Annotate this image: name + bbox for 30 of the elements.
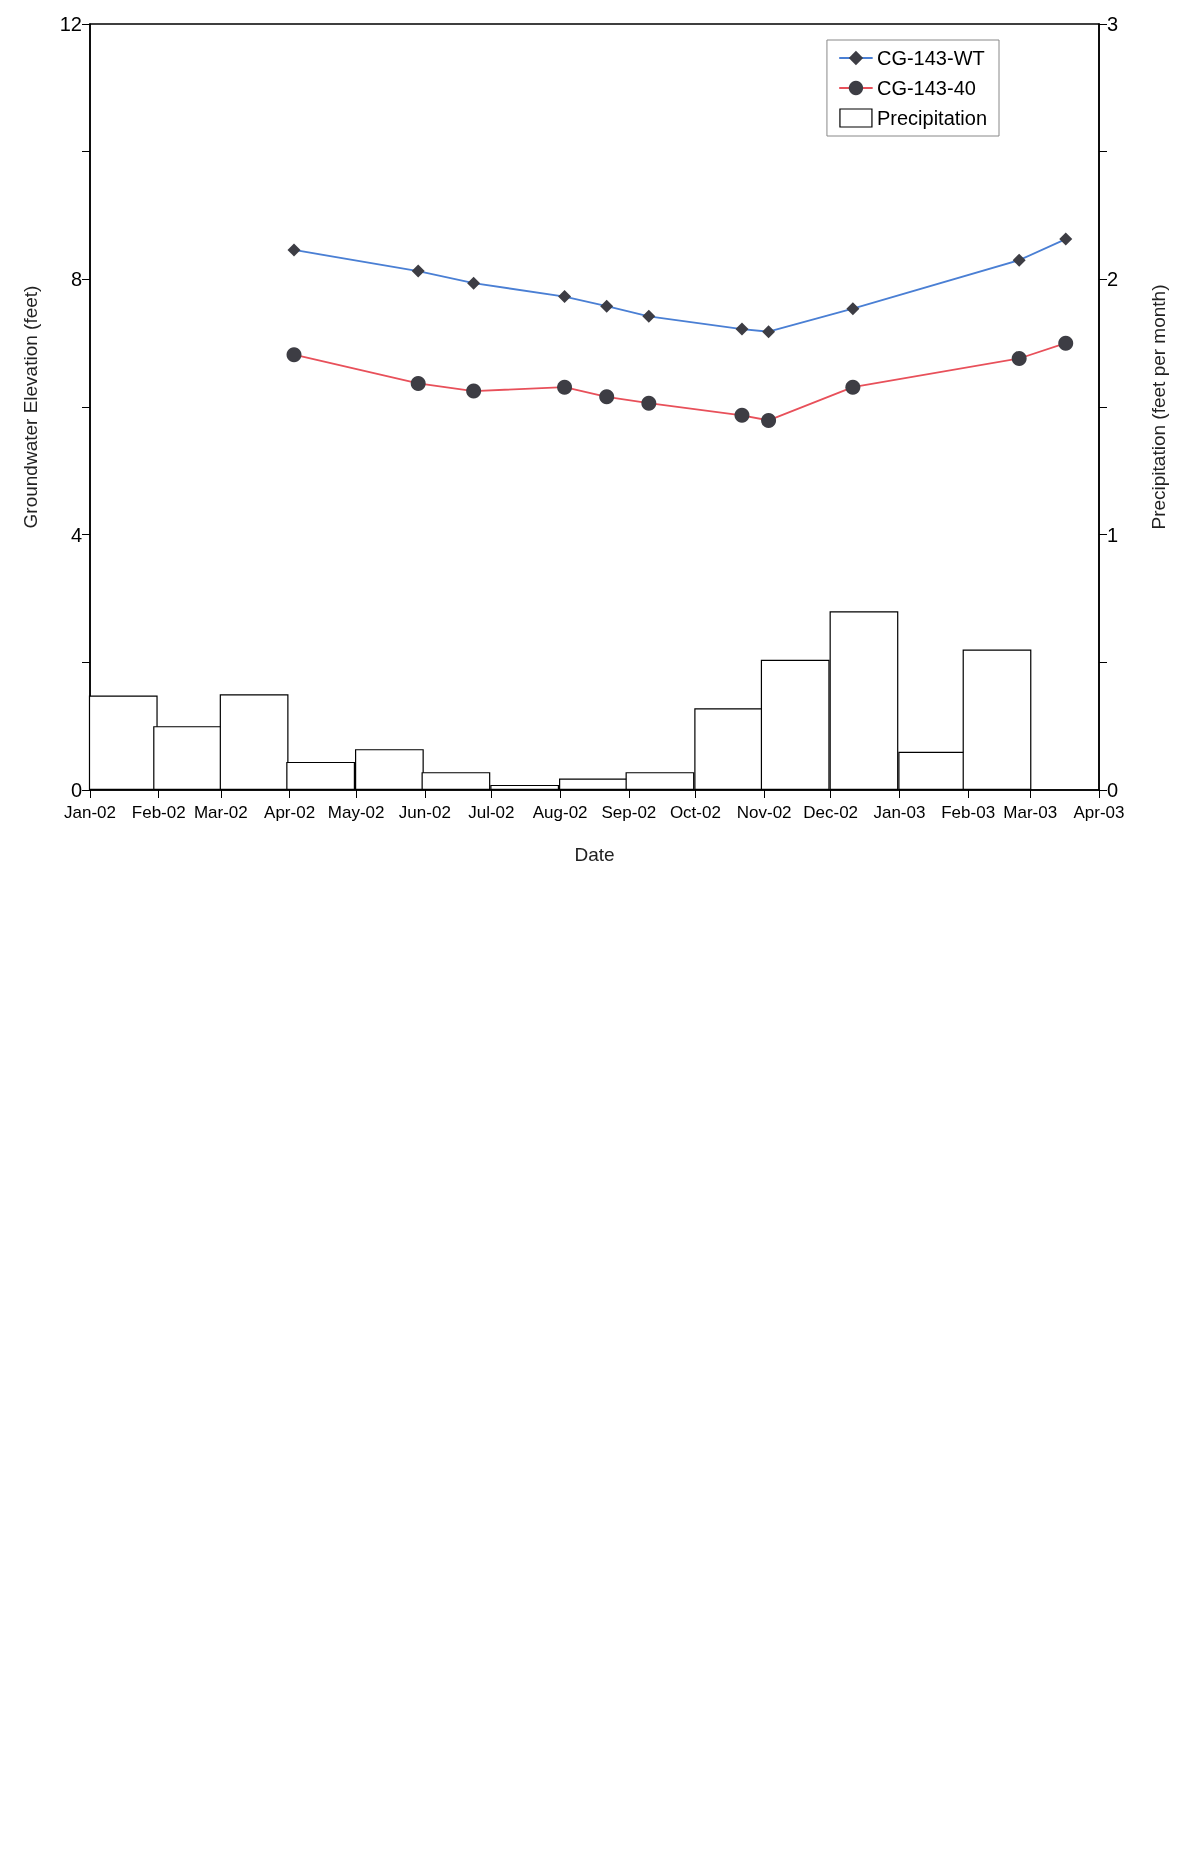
x-tick-label: Oct-02 <box>669 803 721 822</box>
x-tick-label: Mar-03 <box>1003 803 1058 822</box>
y-tick-label: 12 <box>59 13 82 35</box>
x-tick-label: Apr-02 <box>264 803 316 822</box>
y-tick-label: 4 <box>70 523 82 546</box>
x-tick-label: Aug-02 <box>532 803 588 822</box>
legend-label: CG-143-40 <box>876 77 976 99</box>
x-axis-title: Date <box>574 844 615 865</box>
x-tick-label: Feb-02 <box>131 803 186 822</box>
y-axis-title: Groundwater Elevation (feet) <box>20 285 41 529</box>
y-tick-label: 0 <box>70 779 82 801</box>
y2-tick-label: 1 <box>1107 523 1119 546</box>
x-tick-label: Mar-02 <box>193 803 248 822</box>
x-tick-label: May-02 <box>327 803 385 822</box>
legend-label: Precipitation <box>876 107 987 129</box>
x-tick-label: Sep-02 <box>601 803 657 822</box>
y2-tick-label: 0 <box>1107 779 1119 801</box>
x-tick-label: Jan-03 <box>873 803 926 822</box>
y2-tick-label: 3 <box>1107 13 1119 35</box>
y-tick-label: 8 <box>70 268 82 291</box>
y2-axis-title: Precipitation (feet per month) <box>1148 284 1169 530</box>
y2-tick-label: 2 <box>1107 268 1119 291</box>
x-tick-label: Jul-02 <box>468 803 515 822</box>
x-tick-label: Nov-02 <box>736 803 792 822</box>
x-tick-label: Feb-03 <box>941 803 996 822</box>
x-tick-label: Jun-02 <box>398 803 451 822</box>
x-tick-label: Apr-03 <box>1073 803 1125 822</box>
x-tick-label: Dec-02 <box>803 803 859 822</box>
legend-label: CG-143-WT <box>876 47 985 69</box>
x-tick-label: Jan-02 <box>64 803 116 822</box>
